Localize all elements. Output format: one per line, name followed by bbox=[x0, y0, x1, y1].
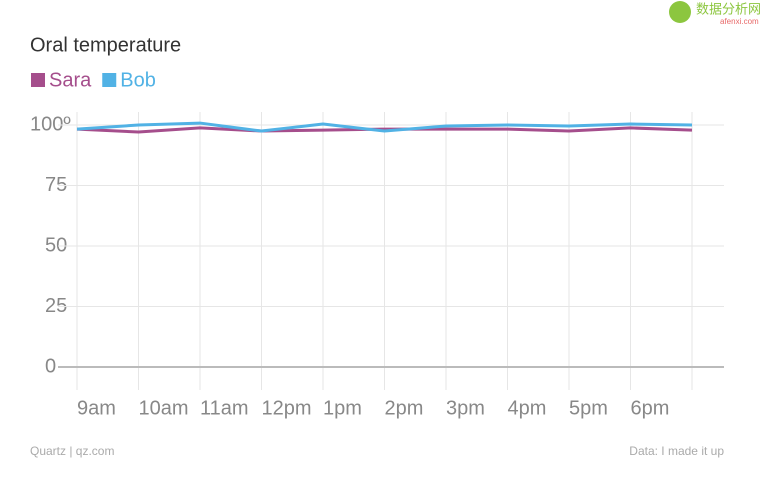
x-tick-label: 12pm bbox=[262, 397, 312, 419]
legend-label: Sara bbox=[49, 69, 92, 91]
y-tick-label: 0 bbox=[45, 355, 56, 377]
watermark-url: afenxi.com bbox=[720, 17, 759, 26]
legend-swatch bbox=[31, 73, 45, 87]
x-tick-label: 9am bbox=[77, 397, 116, 419]
y-tick-label: 50 bbox=[45, 234, 67, 256]
note: Data: I made it up bbox=[629, 444, 724, 458]
y-tick-label: 25 bbox=[45, 295, 67, 317]
watermark-name: 数据分析网 bbox=[696, 1, 761, 16]
chart-title: Oral temperature bbox=[30, 34, 181, 56]
x-tick-label: 1pm bbox=[323, 397, 362, 419]
source: Quartz | qz.com bbox=[30, 444, 114, 458]
legend-label: Bob bbox=[120, 69, 156, 91]
x-tick-label: 2pm bbox=[385, 397, 424, 419]
y-tick-label: 75 bbox=[45, 174, 67, 196]
line bbox=[76, 126, 693, 134]
x-tick-label: 10am bbox=[139, 397, 189, 419]
watermark-logo bbox=[669, 1, 691, 23]
x-tick-label: 4pm bbox=[508, 397, 547, 419]
legend-swatch bbox=[102, 73, 117, 87]
y-tick-label: 100º bbox=[30, 113, 71, 135]
line bbox=[76, 121, 693, 133]
x-tick-label: 6pm bbox=[631, 397, 670, 419]
x-tick-label: 11am bbox=[200, 397, 249, 419]
x-tick-label: 3pm bbox=[446, 397, 485, 419]
x-tick-label: 5pm bbox=[569, 397, 608, 419]
